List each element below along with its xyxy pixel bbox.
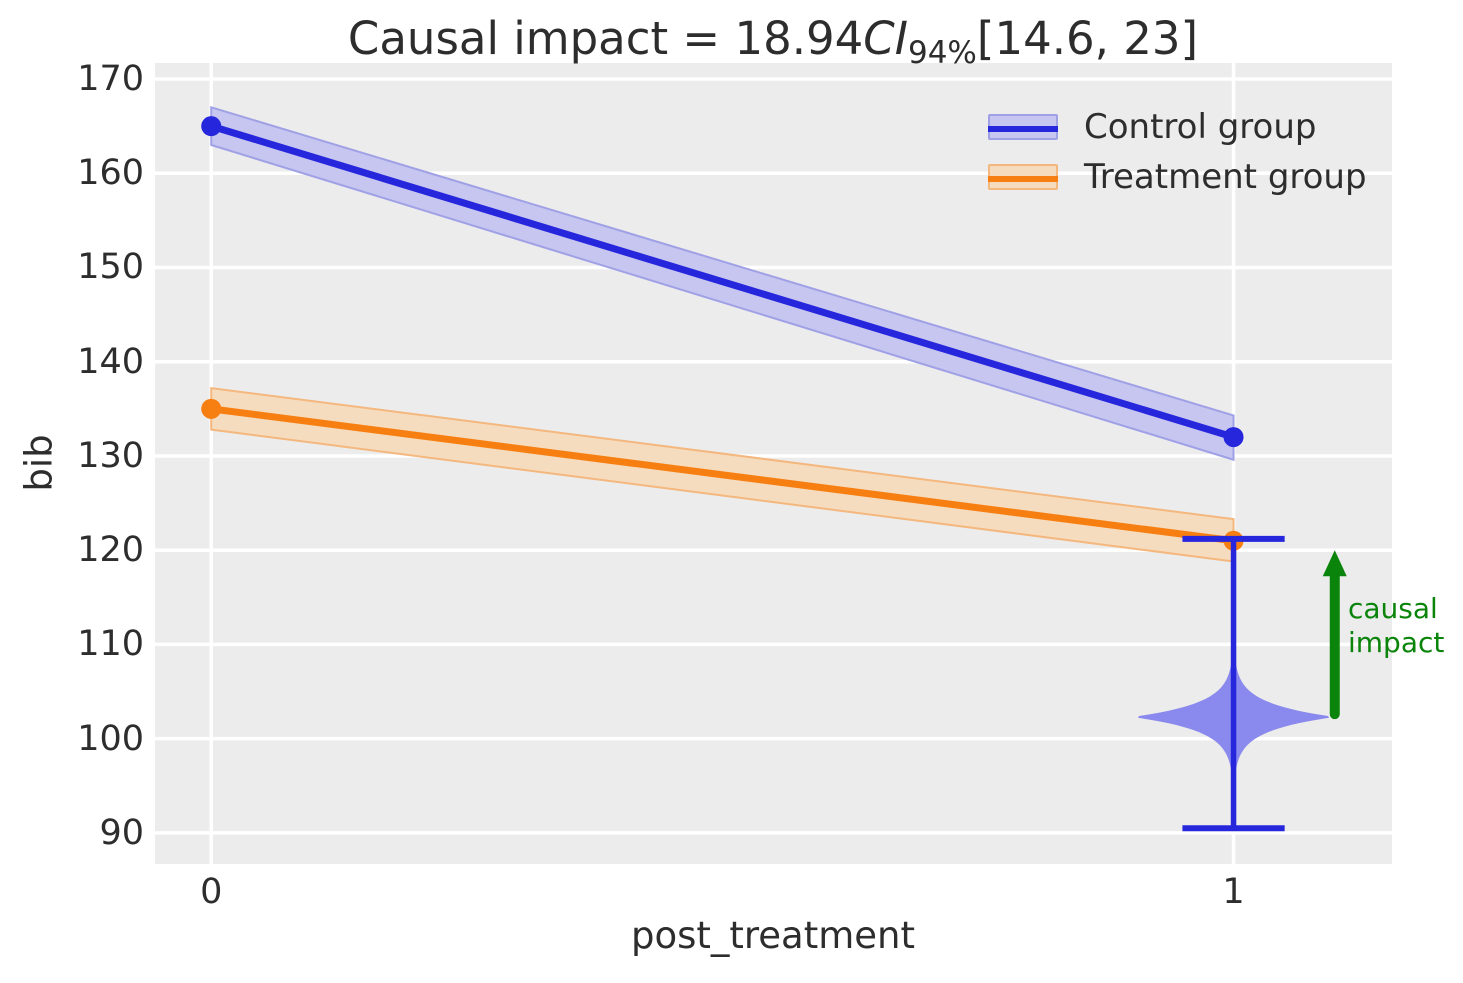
causal-impact-annotation: causal impact [1348, 592, 1445, 659]
title-interval: [14.6, 23] [976, 12, 1199, 65]
title-ci-sub: 94% [907, 35, 977, 71]
legend-label-control: Control group [1084, 107, 1317, 147]
chart-title: Causal impact = 18.94CI94%[14.6, 23] [348, 12, 1198, 71]
treatment-band-swatch [988, 164, 1058, 190]
control-line-swatch [988, 126, 1058, 132]
data-point-control-x0 [201, 116, 222, 137]
data-point-treatment-x0 [201, 398, 222, 419]
series-line-treatment [210, 405, 1234, 545]
y-tick-label-110: 110 [77, 624, 144, 665]
y-tick-label-90: 90 [99, 812, 144, 853]
y-tick-label-100: 100 [77, 718, 144, 759]
y-axis-label: bib [17, 434, 61, 492]
y-tick-label-150: 150 [77, 247, 144, 288]
y-tick-label-130: 130 [77, 435, 144, 476]
series-line-control [210, 122, 1235, 441]
legend-item-treatment: Treatment group [988, 152, 1367, 202]
title-prefix: Causal impact = 18.94 [347, 12, 864, 65]
y-tick-label-160: 160 [77, 153, 144, 194]
x-tick-label-1: 1 [1222, 872, 1245, 912]
treatment-line-swatch [988, 176, 1058, 182]
y-tick-label-120: 120 [77, 530, 144, 571]
title-ci: CI [863, 12, 908, 65]
control-band-swatch [988, 114, 1058, 140]
causal-impact-arrow-head [1322, 550, 1347, 577]
legend-item-control: Control group [988, 102, 1367, 152]
data-point-control-x1 [1223, 427, 1244, 448]
y-tick-label-170: 170 [77, 59, 144, 100]
x-axis-label: post_treatment [630, 914, 916, 957]
x-tick-label-0: 0 [200, 872, 223, 912]
legend: Control group Treatment group [988, 102, 1367, 202]
y-tick-label-140: 140 [77, 341, 144, 382]
legend-label-treatment: Treatment group [1084, 157, 1367, 197]
